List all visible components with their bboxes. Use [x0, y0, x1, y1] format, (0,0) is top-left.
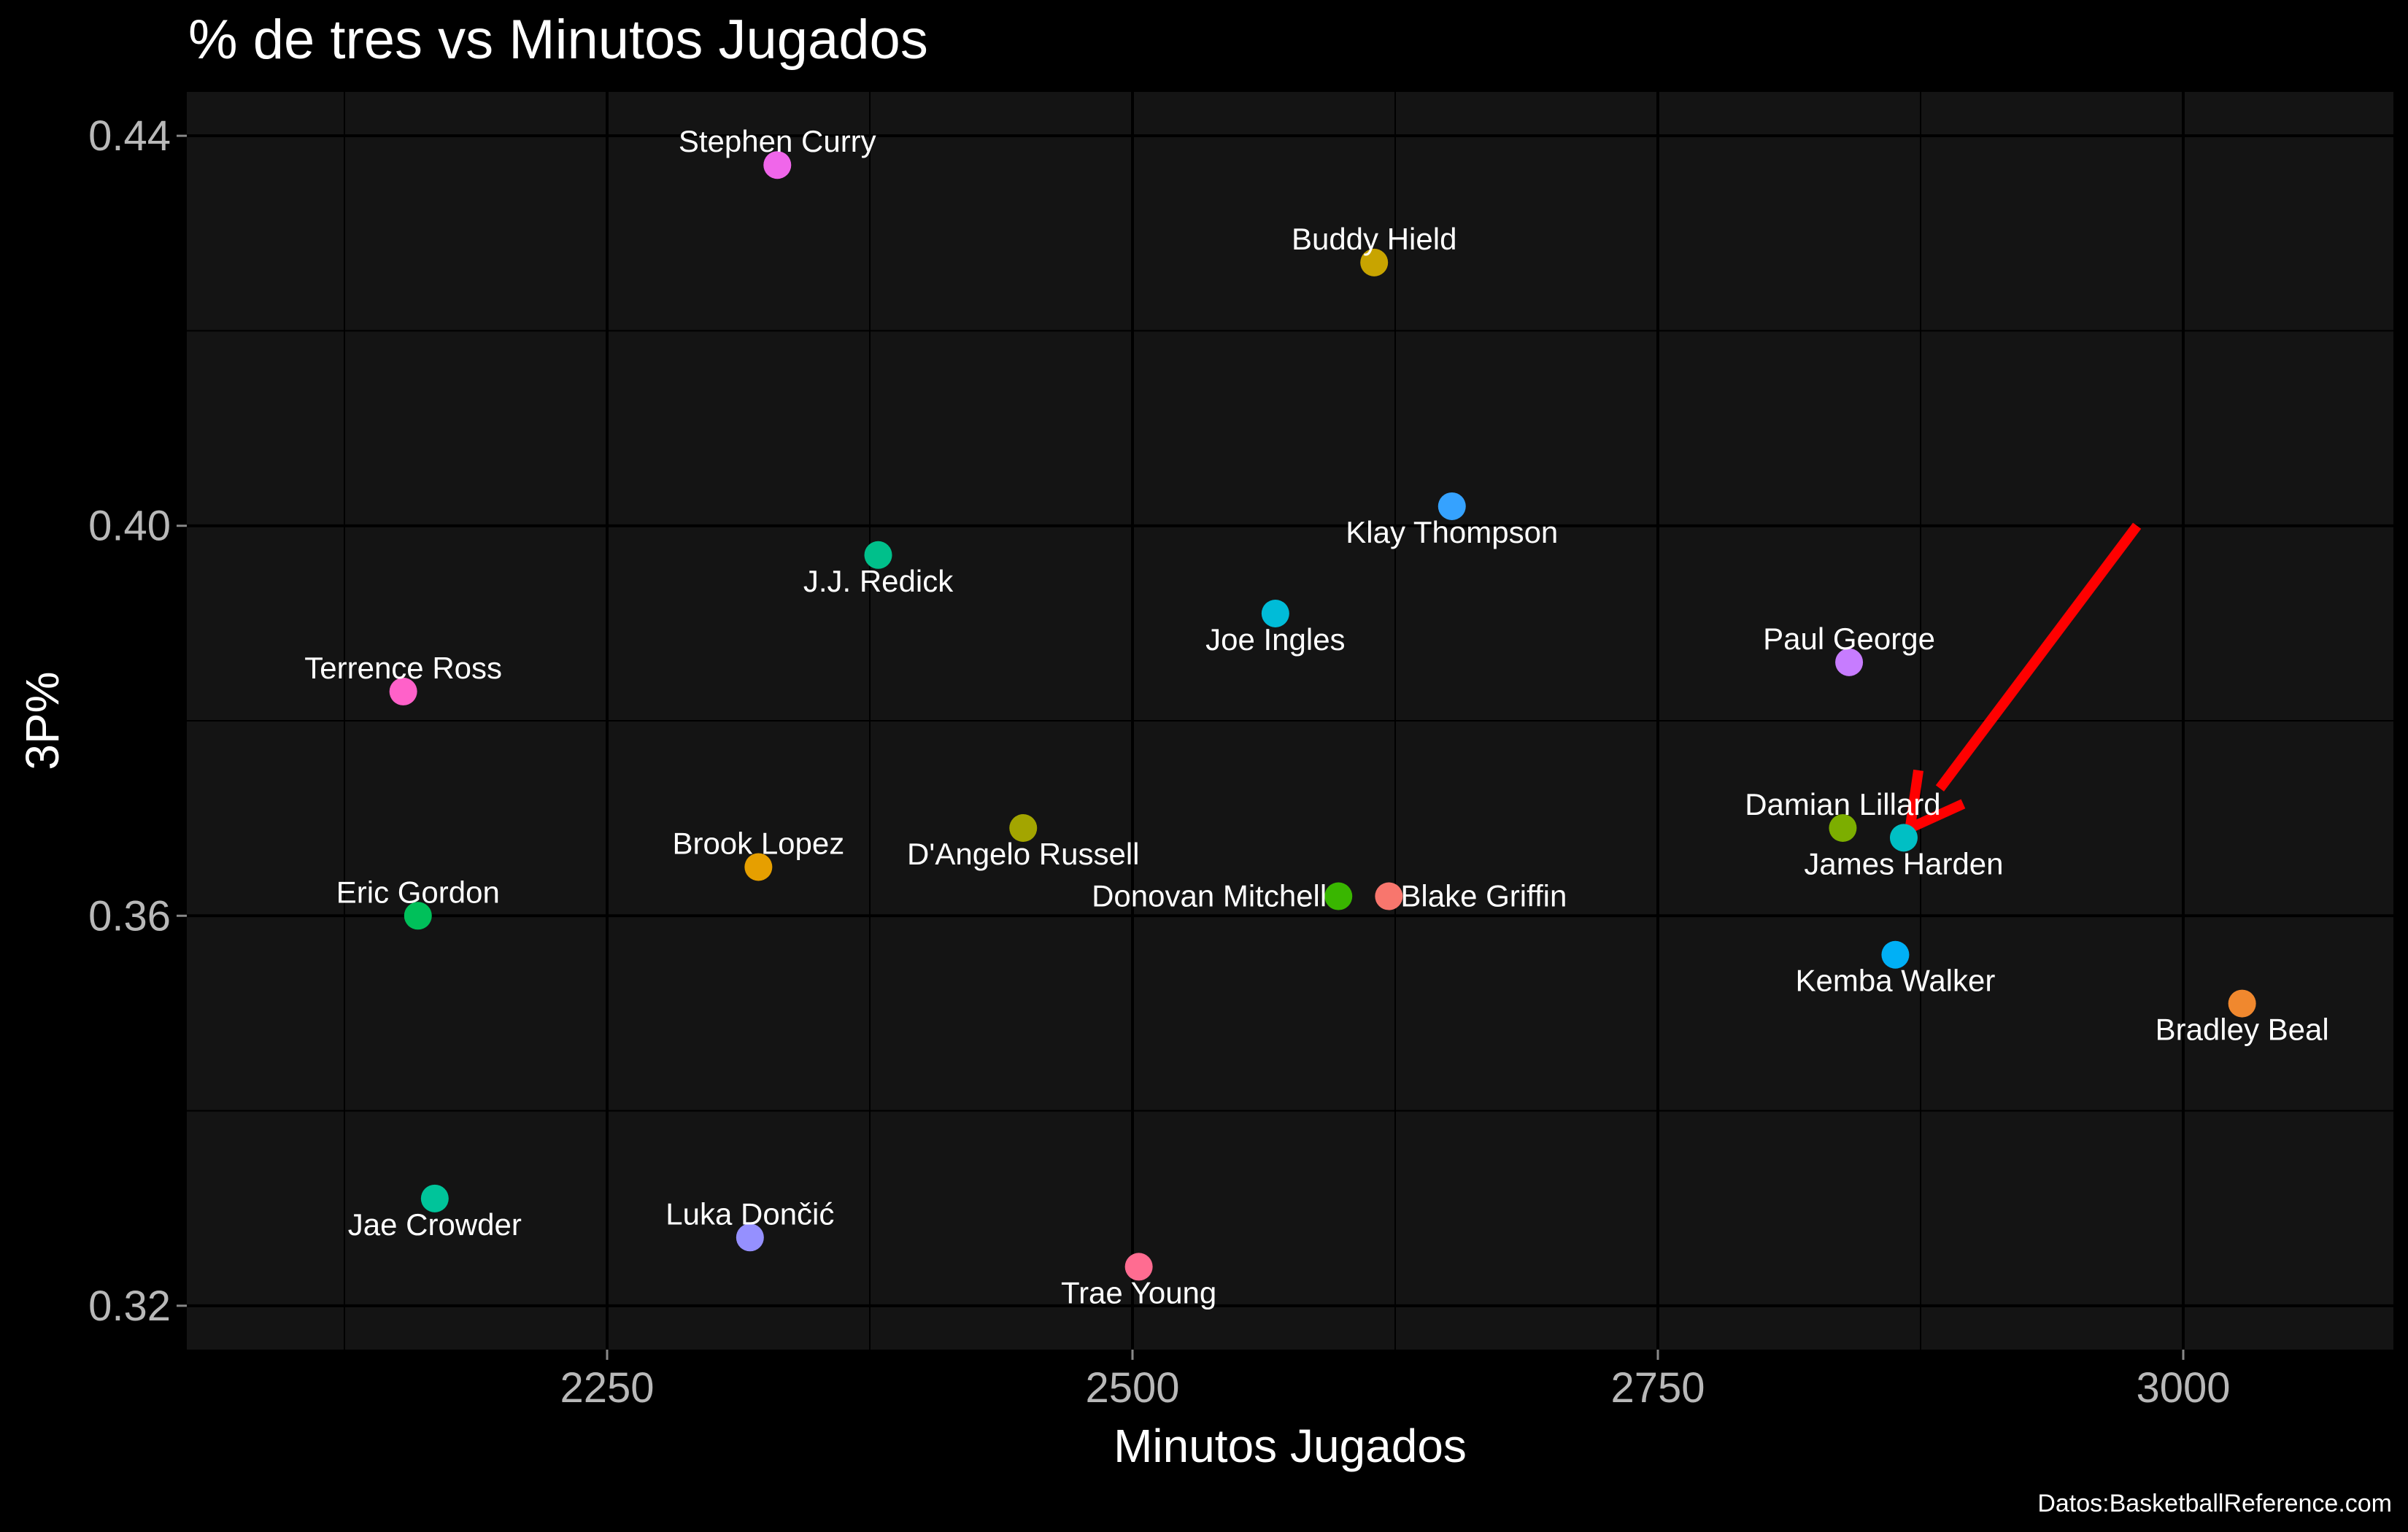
point-label: Donovan Mitchell [1092, 879, 1327, 913]
y-axis-ticks: 0.32 0.36 0.40 0.44 [88, 112, 187, 1330]
data-point [1889, 824, 1918, 852]
point-label: Paul George [1763, 622, 1935, 656]
point-label: D'Angelo Russell [907, 837, 1140, 871]
data-point [420, 1184, 449, 1212]
point-label: Joe Ingles [1205, 622, 1345, 657]
data-source-caption: Datos:BasketballReference.com [2037, 1490, 2392, 1517]
data-point [1009, 814, 1038, 843]
data-point [1324, 882, 1353, 910]
point-label: Bradley Beal [2156, 1013, 2329, 1047]
y-axis-title: 3P% [16, 671, 69, 770]
minor-gridlines [187, 92, 2393, 1350]
point-label: Terrence Ross [304, 651, 502, 685]
data-point [1438, 492, 1466, 520]
point-label: Blake Griffin [1400, 879, 1567, 913]
data-points [389, 151, 2256, 1281]
point-label: Buddy Hield [1292, 222, 1456, 256]
x-tick-label: 2750 [1610, 1364, 1705, 1412]
x-tick-label: 3000 [2136, 1364, 2230, 1412]
point-label: Damian Lillard [1745, 787, 1940, 821]
data-point [1360, 248, 1389, 276]
y-tick-label: 0.36 [88, 892, 171, 940]
point-labels: Stephen Curry Buddy Hield Klay Thompson J.J… [304, 124, 2328, 1309]
data-point [404, 902, 432, 930]
point-label: Kemba Walker [1796, 964, 1996, 998]
arrow-shaft [1935, 522, 2142, 792]
point-label: Brook Lopez [672, 826, 844, 860]
point-label: Trae Young [1061, 1275, 1216, 1309]
point-label: Jae Crowder [348, 1207, 522, 1242]
major-gridlines [187, 92, 2393, 1350]
data-point [1261, 599, 1289, 627]
point-label: Eric Gordon [336, 875, 500, 909]
point-label: James Harden [1804, 846, 2003, 881]
data-point [1881, 940, 1910, 969]
x-tick-label: 2500 [1085, 1364, 1179, 1412]
data-point [744, 853, 773, 881]
y-tick-label: 0.32 [88, 1283, 171, 1330]
data-point [2228, 989, 2256, 1018]
data-point [389, 677, 417, 705]
point-label: Stephen Curry [679, 124, 876, 158]
data-point [1835, 648, 1864, 676]
x-axis-title: Minutos Jugados [1114, 1420, 1467, 1472]
data-point [1124, 1253, 1153, 1281]
y-tick-label: 0.44 [88, 112, 171, 160]
chart-title: % de tres vs Minutos Jugados [188, 9, 928, 71]
x-tick-label: 2250 [560, 1364, 654, 1412]
data-point [763, 151, 792, 179]
data-point [1375, 882, 1403, 910]
data-point [736, 1223, 764, 1252]
point-label: J.J. Redick [803, 564, 954, 598]
point-label: Klay Thompson [1346, 515, 1558, 549]
point-label: Luka Dončić [665, 1196, 834, 1231]
data-point [864, 541, 892, 569]
x-axis-ticks: 2250 2500 2750 3000 [560, 1350, 2231, 1412]
y-tick-label: 0.40 [88, 503, 171, 550]
data-point [1829, 814, 1857, 843]
